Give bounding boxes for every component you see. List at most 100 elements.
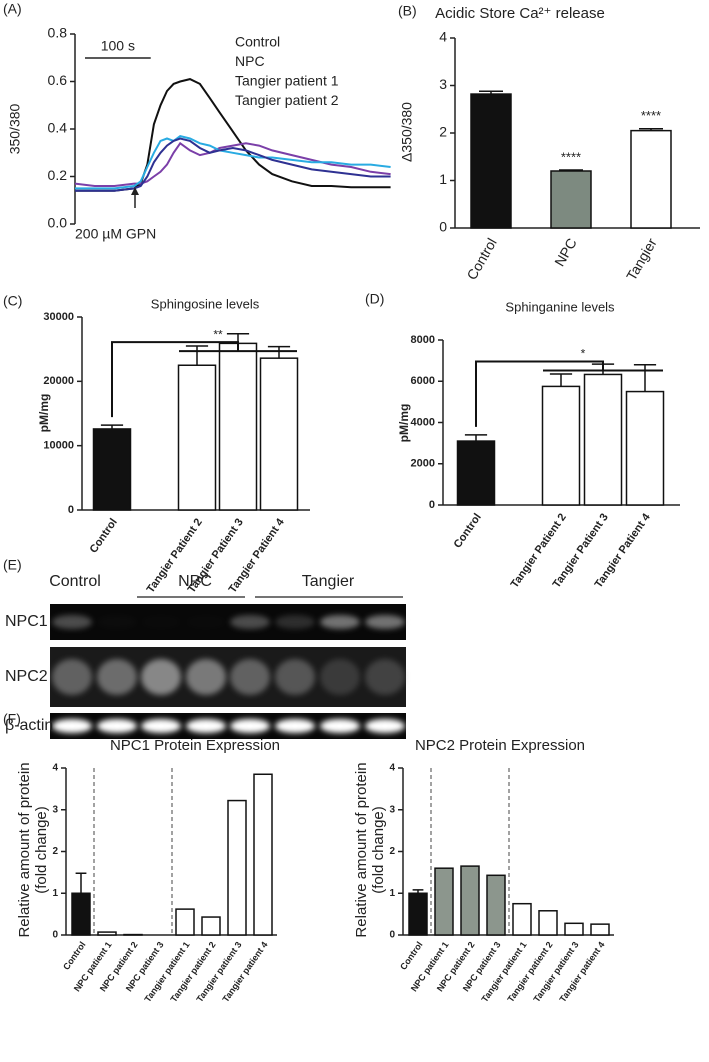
error-bar (633, 364, 657, 392)
blot-band (230, 719, 270, 733)
y-axis-label: pM/mg (397, 404, 411, 443)
line-series (74, 141, 391, 187)
significance-bracket (111, 341, 297, 418)
y-axis-label: Relative amount of protein (16, 762, 33, 937)
blot-band (141, 719, 181, 733)
y-tick-label: 2 (439, 124, 447, 140)
y-tick-label: 4000 (411, 416, 435, 428)
bar (92, 428, 132, 511)
x-tick-label: Control (463, 235, 499, 282)
chart-title: NPC2 Protein Expression (415, 737, 585, 754)
blot-band (230, 659, 270, 695)
blot-band (320, 615, 360, 629)
y-tick-label: 10000 (43, 440, 74, 452)
legend-entry: Tangier patient 2 (235, 92, 339, 108)
error-bar (559, 169, 583, 171)
error-bar (100, 424, 124, 429)
blot-band (97, 615, 137, 629)
y-tick-label: 2 (389, 846, 395, 857)
bar (590, 923, 610, 936)
blot-band (275, 719, 315, 733)
panel-label: (A) (3, 1, 22, 17)
y-tick-label: 0 (439, 219, 447, 235)
y-tick-label: 4 (389, 763, 395, 774)
panel-label: (F) (3, 711, 21, 727)
y-tick-label: 0.4 (48, 120, 68, 136)
y-tick-label: 3 (439, 76, 447, 92)
bar (218, 342, 258, 511)
chart-title: Acidic Store Ca²⁺ release (435, 5, 605, 22)
y-tick-label: 2 (52, 846, 58, 857)
bar (625, 390, 665, 506)
line-series (75, 137, 391, 192)
blot-band (365, 719, 405, 733)
bar (550, 170, 592, 229)
blot-band (320, 719, 360, 733)
chart-title: Sphingosine levels (151, 296, 260, 311)
legend-entry: Control (235, 34, 280, 50)
error-bar (464, 434, 488, 442)
y-tick-label: 0 (389, 930, 395, 941)
panel-label: (E) (3, 557, 22, 573)
y-tick-label: 1 (52, 888, 58, 899)
bar (434, 867, 454, 936)
blot-band (186, 615, 226, 629)
bar (201, 916, 221, 936)
blot-group-label: Tangier (302, 573, 355, 590)
bar (227, 799, 247, 936)
y-tick-label: 4 (439, 29, 447, 45)
x-tick-label: Control (452, 512, 484, 551)
y-axis-label: (fold change) (370, 806, 387, 894)
bar (71, 892, 91, 936)
panel-label: (D) (365, 291, 384, 307)
bar (630, 129, 672, 229)
y-tick-label: 0 (429, 499, 435, 511)
error-bar (549, 373, 573, 387)
chart-title: Sphinganine levels (505, 299, 615, 314)
bar (486, 874, 506, 936)
blot-band (141, 615, 181, 629)
y-tick-label: 0 (68, 504, 74, 516)
annotation: 200 µM GPN (75, 226, 156, 242)
scale-bar-label: 100 s (101, 38, 135, 54)
chart-title: NPC1 Protein Expression (110, 737, 280, 754)
error-bar (479, 90, 503, 95)
y-tick-label: 3 (52, 804, 58, 815)
blot-row-label: β-actin (5, 717, 53, 734)
blot-band (186, 659, 226, 695)
panel-label: (C) (3, 293, 22, 309)
bar (253, 773, 273, 936)
blot-band (320, 659, 360, 695)
line-series (75, 135, 391, 190)
y-tick-label: 8000 (411, 334, 435, 346)
blot-band (97, 659, 137, 695)
y-tick-label: 6000 (411, 375, 435, 387)
error-bar (185, 345, 209, 366)
bar (564, 922, 584, 936)
blot-group-label: Control (49, 573, 101, 590)
y-tick-label: 0.6 (48, 72, 68, 88)
blot-band (97, 719, 137, 733)
y-axis-label: 350/380 (7, 103, 23, 154)
bar (259, 357, 299, 511)
y-tick-label: 1 (389, 888, 395, 899)
x-tick-label: Tangier (623, 235, 660, 283)
bar (175, 908, 195, 936)
error-bar (267, 345, 291, 359)
blot-band (365, 615, 405, 629)
significance: **** (641, 108, 661, 123)
y-tick-label: 0.0 (48, 215, 68, 231)
bar (538, 910, 558, 936)
y-axis-label: (fold change) (33, 806, 50, 894)
blot-band (230, 615, 270, 629)
x-tick-label: Control (88, 517, 120, 556)
bar (408, 892, 428, 936)
blot-band (52, 615, 92, 629)
y-tick-label: 20000 (43, 375, 74, 387)
arrow-head (131, 187, 139, 195)
error-bar (75, 872, 87, 894)
bar (512, 902, 532, 936)
blot-band (275, 615, 315, 629)
bar (583, 373, 623, 506)
